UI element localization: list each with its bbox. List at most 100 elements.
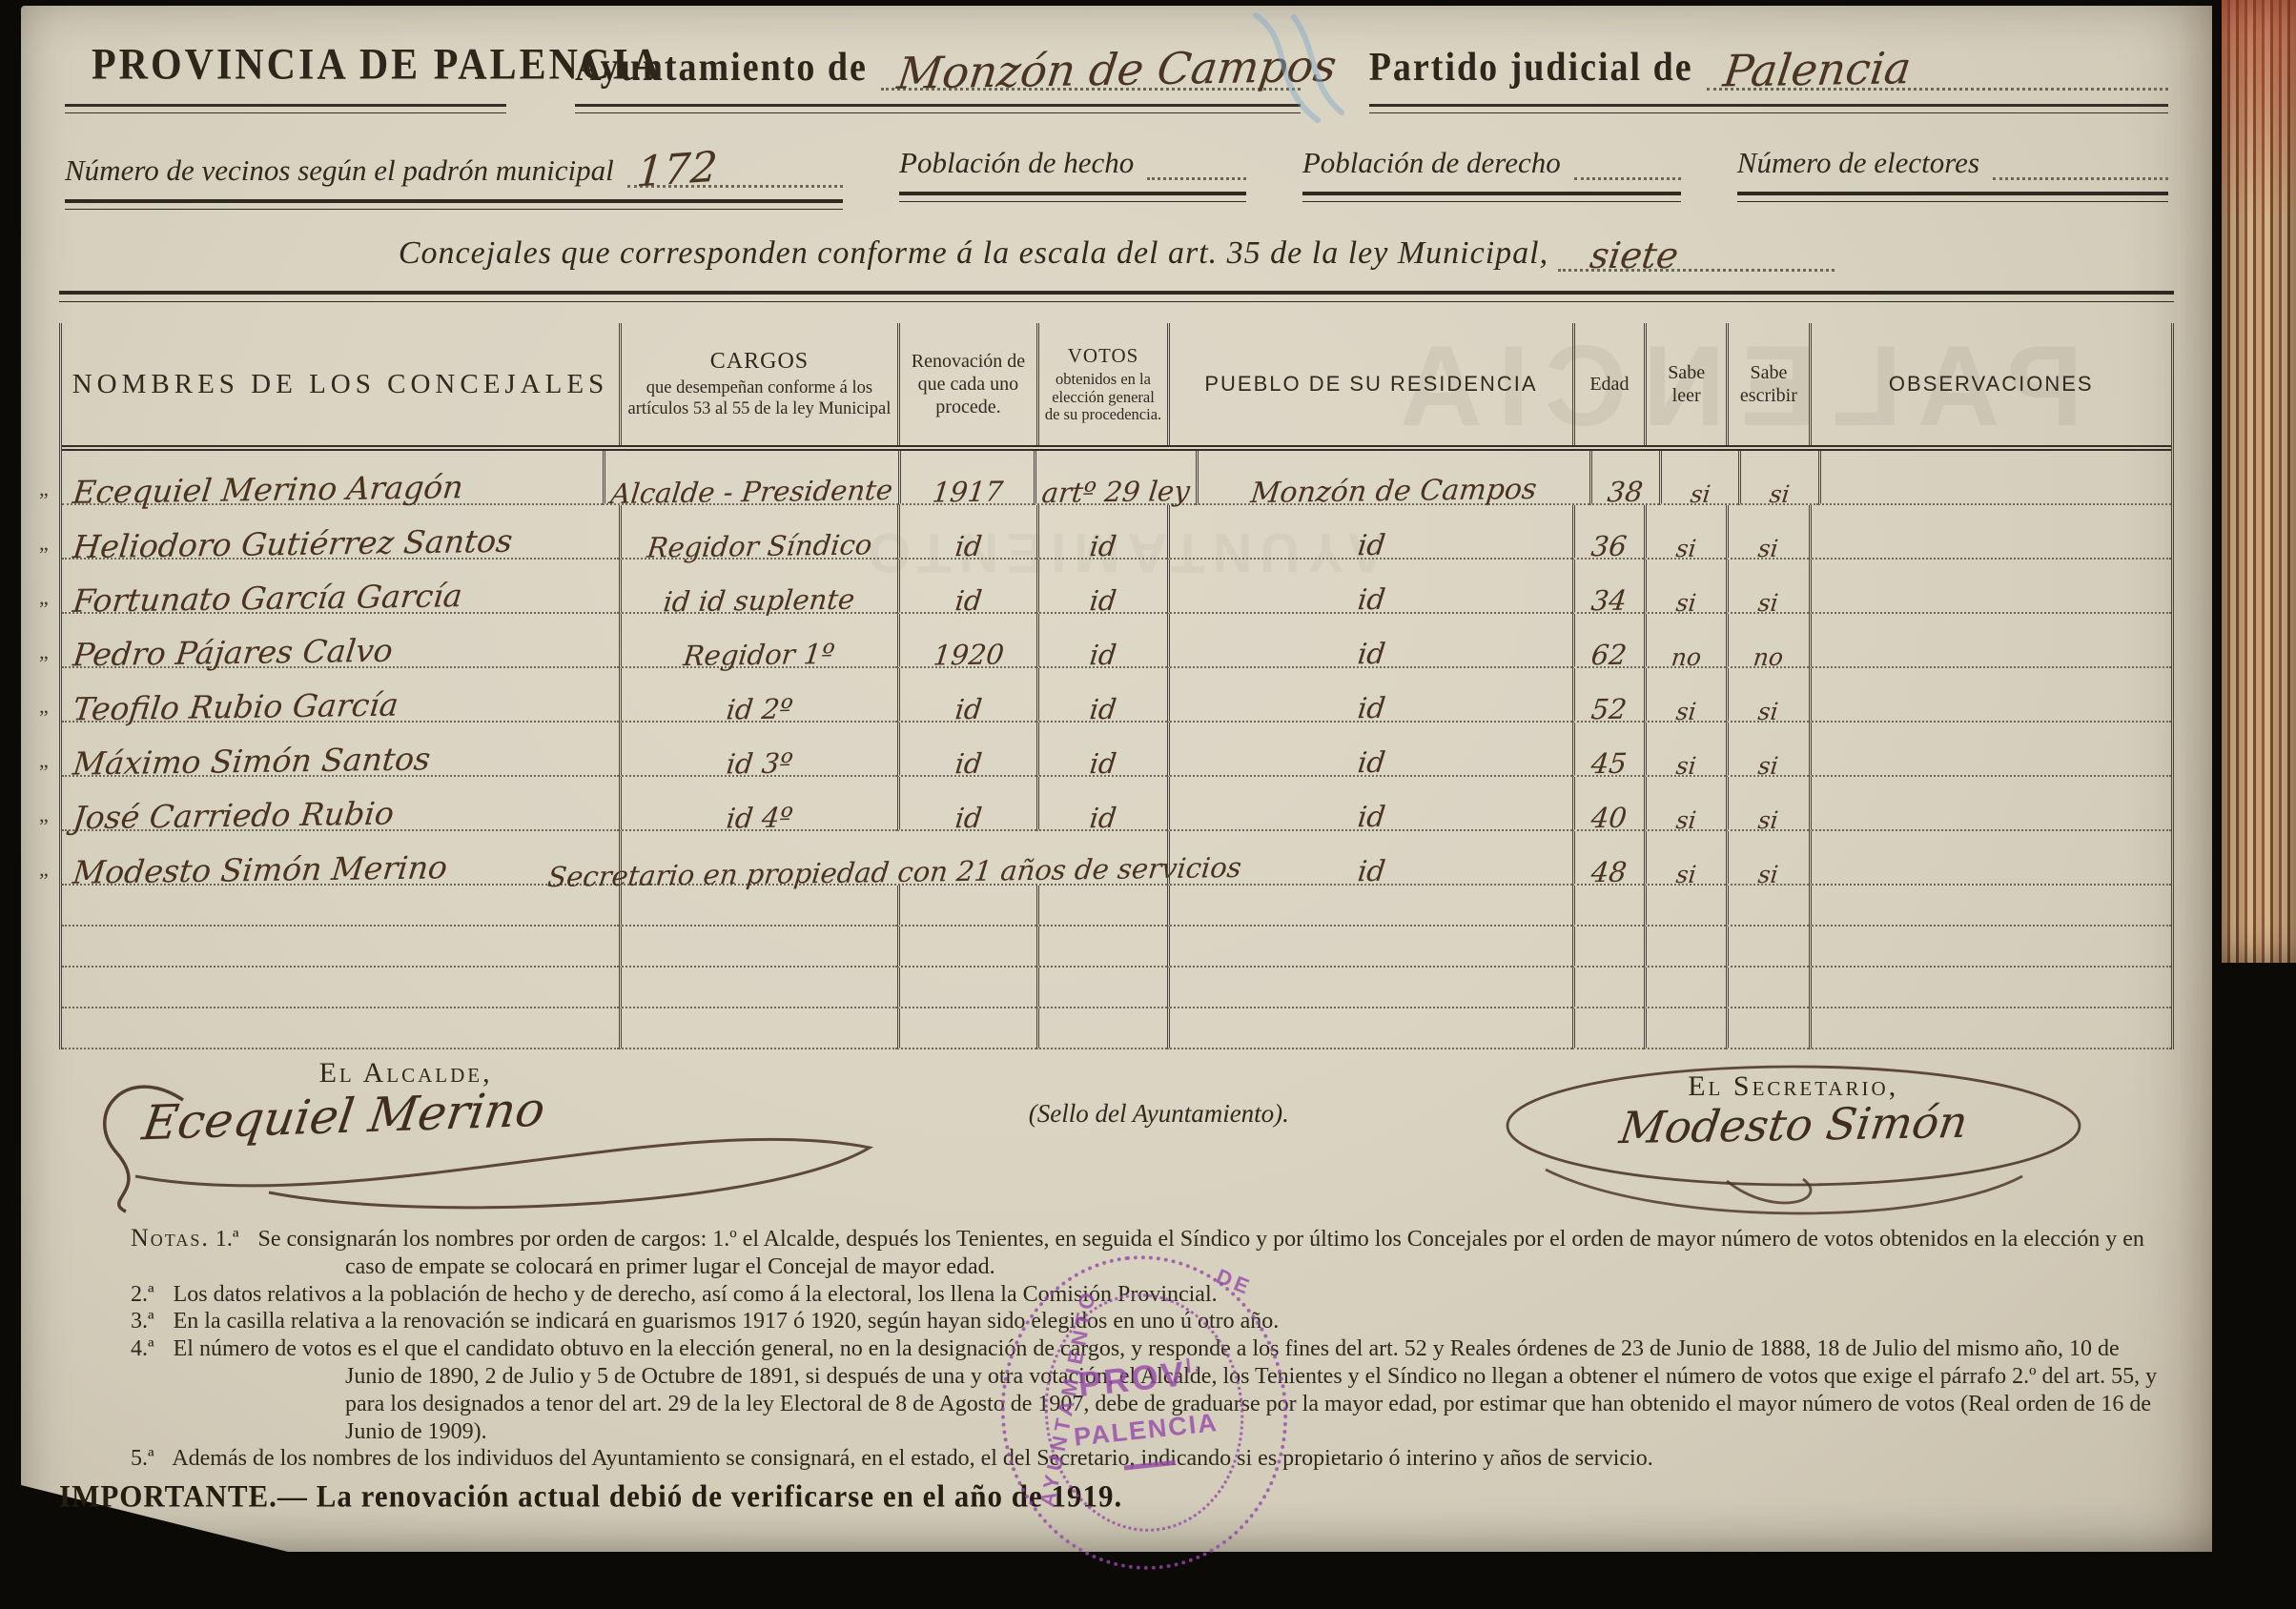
table-row-empty bbox=[62, 967, 2171, 1008]
book-binding-tint bbox=[2222, 0, 2296, 219]
nota-number: 1.ª bbox=[215, 1227, 239, 1252]
header-sabe-escribir: Sabe escribir bbox=[1726, 323, 1808, 445]
pueblo-handwritten-value: id bbox=[1355, 691, 1387, 726]
cell-escribir bbox=[1726, 967, 1809, 1008]
cell-leer: si bbox=[1644, 831, 1727, 889]
header-votos-sub: obtenidos en la elección general de su p… bbox=[1044, 369, 1162, 424]
cell-obs bbox=[1808, 723, 2171, 777]
poblacion-hecho-segment: Población de hecho bbox=[899, 146, 1247, 210]
nota-text: Se consignarán los nombres por orden de … bbox=[257, 1227, 2144, 1279]
cell-leer bbox=[1644, 967, 1727, 1008]
escribir-handwritten-value: si bbox=[1756, 860, 1780, 889]
escribir-handwritten-value: no bbox=[1752, 642, 1786, 672]
province-segment: PROVINCIA DE PALENCIA bbox=[65, 40, 660, 113]
cell-cargo: Regidor 1º bbox=[618, 614, 897, 672]
margin-mark: „ bbox=[39, 531, 49, 555]
cell-name: José Carriedo Rubio „ bbox=[39, 777, 619, 836]
cell-pueblo bbox=[1167, 967, 1572, 1008]
cell-cargo: Alcalde - Presidente bbox=[603, 451, 899, 510]
cell-renovacion: 1920 bbox=[896, 614, 1036, 672]
leer-handwritten-value: si bbox=[1674, 860, 1698, 889]
nota-number: 3.ª bbox=[131, 1309, 154, 1334]
cell-name: Ecequiel Merino Aragón „ bbox=[39, 451, 604, 511]
cell-obs bbox=[1818, 451, 2171, 505]
population-stats-row: Número de vecinos según el padrón munici… bbox=[59, 143, 2174, 210]
poblacion-hecho-writing-line bbox=[1147, 177, 1247, 180]
cargo-handwritten-value: id 3º bbox=[724, 746, 794, 781]
pueblo-handwritten-value: id bbox=[1355, 528, 1387, 563]
header-edad: Edad bbox=[1571, 323, 1644, 445]
rule bbox=[899, 192, 1247, 202]
cell-edad bbox=[1571, 1008, 1644, 1049]
cell-name: Máximo Simón Santos „ bbox=[39, 723, 619, 783]
vecinos-writing-line: 172 bbox=[626, 143, 844, 197]
cell-renovacion: id bbox=[896, 723, 1036, 781]
pencil-mark bbox=[1253, 12, 1344, 123]
cell-leer: si bbox=[1644, 777, 1727, 834]
cell-cargo bbox=[618, 1008, 897, 1049]
ayuntamiento-label: Ayuntamiento de bbox=[574, 45, 868, 90]
alcalde-label: El Alcalde, bbox=[318, 1057, 493, 1089]
document-header: PROVINCIA DE PALENCIA Ayuntamiento de Mo… bbox=[59, 40, 2174, 113]
cell-leer bbox=[1644, 886, 1727, 927]
cell-pueblo bbox=[1167, 886, 1572, 927]
cell-escribir: no bbox=[1726, 614, 1809, 672]
cell-pueblo bbox=[1167, 927, 1572, 967]
header-cargos-sub: que desempeñan conforme á los artículos … bbox=[627, 378, 892, 418]
poblacion-derecho-segment: Población de derecho bbox=[1302, 146, 1681, 210]
vecinos-handwritten-value: 172 bbox=[634, 142, 719, 197]
scale-writing-line: siete bbox=[1558, 234, 1835, 276]
rule bbox=[1736, 192, 2168, 202]
cell-edad: 48 bbox=[1571, 831, 1644, 888]
seal-caption: (Sello del Ayuntamiento). bbox=[1028, 1099, 1289, 1128]
vecinos-segment: Número de vecinos según el padrón munici… bbox=[65, 143, 844, 210]
cargo-handwritten-value: id 4º bbox=[724, 801, 794, 835]
vecinos-label: Número de vecinos según el padrón munici… bbox=[65, 153, 614, 187]
votos-handwritten-value: id bbox=[1088, 529, 1118, 563]
cell-votos: id bbox=[1035, 505, 1168, 563]
votos-handwritten-value: artº 29 ley bbox=[1040, 474, 1192, 510]
cell-cargo bbox=[618, 927, 897, 967]
edad-handwritten-value: 40 bbox=[1589, 801, 1630, 835]
rule bbox=[574, 104, 1302, 113]
partido-handwritten-value: Palencia bbox=[1720, 42, 1914, 97]
table-row: Teofilo Rubio García „ id 2º id id id 52 si si bbox=[39, 668, 2171, 727]
edad-handwritten-value: 62 bbox=[1589, 638, 1630, 672]
cell-renovacion bbox=[896, 967, 1036, 1008]
cell-escribir bbox=[1726, 886, 1809, 927]
notes-section: Notas. 1.ª Se consignarán los nombres po… bbox=[59, 1223, 2174, 1473]
cell-escribir: si bbox=[1726, 560, 1809, 617]
renovacion-handwritten-value: id bbox=[953, 746, 984, 781]
margin-mark: „ bbox=[39, 585, 49, 609]
nota-text: El número de votos es el que el candidat… bbox=[173, 1336, 2158, 1444]
cell-name bbox=[62, 967, 619, 1008]
renovacion-handwritten-value: id bbox=[953, 801, 984, 835]
cell-obs bbox=[1808, 777, 2171, 831]
cell-escribir: si bbox=[1726, 505, 1809, 563]
cell-edad: 40 bbox=[1571, 777, 1644, 834]
cell-edad bbox=[1571, 967, 1644, 1008]
cell-obs bbox=[1808, 967, 2171, 1008]
margin-mark: „ bbox=[39, 748, 49, 772]
cell-pueblo: id bbox=[1167, 831, 1572, 888]
cell-votos bbox=[1035, 886, 1168, 927]
name-handwritten-value: Teofilo Rubio García bbox=[71, 685, 400, 728]
cell-leer bbox=[1644, 927, 1727, 967]
renovacion-handwritten-value: 1920 bbox=[931, 638, 1006, 672]
cell-obs bbox=[1808, 505, 2171, 560]
header-cargos-title: CARGOS bbox=[709, 349, 810, 375]
cell-cargo bbox=[618, 967, 897, 1008]
renovacion-handwritten-value: id bbox=[953, 583, 984, 618]
pueblo-handwritten-value: id bbox=[1355, 800, 1387, 835]
leer-handwritten-value: si bbox=[1689, 479, 1712, 509]
document-sheet: PALENCIA AYUNTAMIENTO PROVINCIA DE PALEN… bbox=[21, 6, 2212, 1584]
leer-handwritten-value: si bbox=[1674, 588, 1698, 618]
cell-escribir bbox=[1726, 927, 1809, 967]
pueblo-handwritten-value: id bbox=[1355, 745, 1387, 781]
cell-cargo: Regidor Síndico bbox=[618, 505, 897, 564]
escribir-handwritten-value: si bbox=[1756, 534, 1780, 563]
electores-label: Número de electores bbox=[1736, 146, 1980, 179]
cell-votos: artº 29 ley bbox=[1034, 451, 1196, 509]
header-renovacion: Renovación de que cada uno procede. bbox=[896, 323, 1036, 445]
